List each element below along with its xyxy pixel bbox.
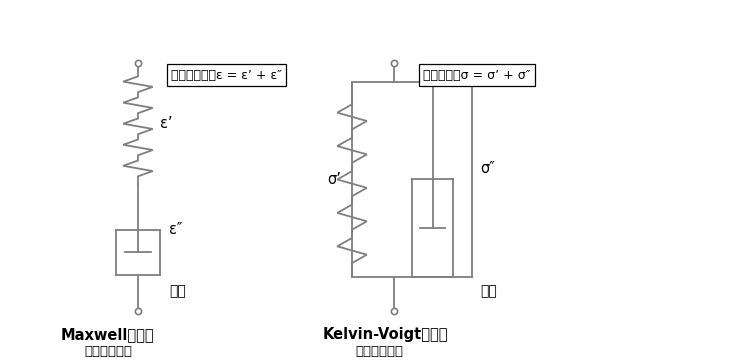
Text: 全体ひずみ：ε = ε’ + ε″: 全体ひずみ：ε = ε’ + ε″: [171, 69, 282, 82]
Text: σ’: σ’: [327, 172, 341, 187]
Text: （応力緩和）: （応力緩和）: [84, 345, 133, 358]
Text: 直列: 直列: [169, 284, 186, 298]
Text: ε’: ε’: [160, 116, 173, 131]
Text: 全体応力：σ = σ’ + σ″: 全体応力：σ = σ’ + σ″: [423, 69, 531, 82]
Text: （クリープ）: （クリープ）: [356, 345, 404, 358]
Text: σ″: σ″: [480, 161, 495, 176]
Text: 並列: 並列: [480, 284, 497, 298]
Text: ε″: ε″: [169, 223, 182, 237]
Text: Maxwellモデル: Maxwellモデル: [61, 327, 154, 342]
Text: Kelvin-Voigtモデル: Kelvin-Voigtモデル: [322, 327, 448, 342]
